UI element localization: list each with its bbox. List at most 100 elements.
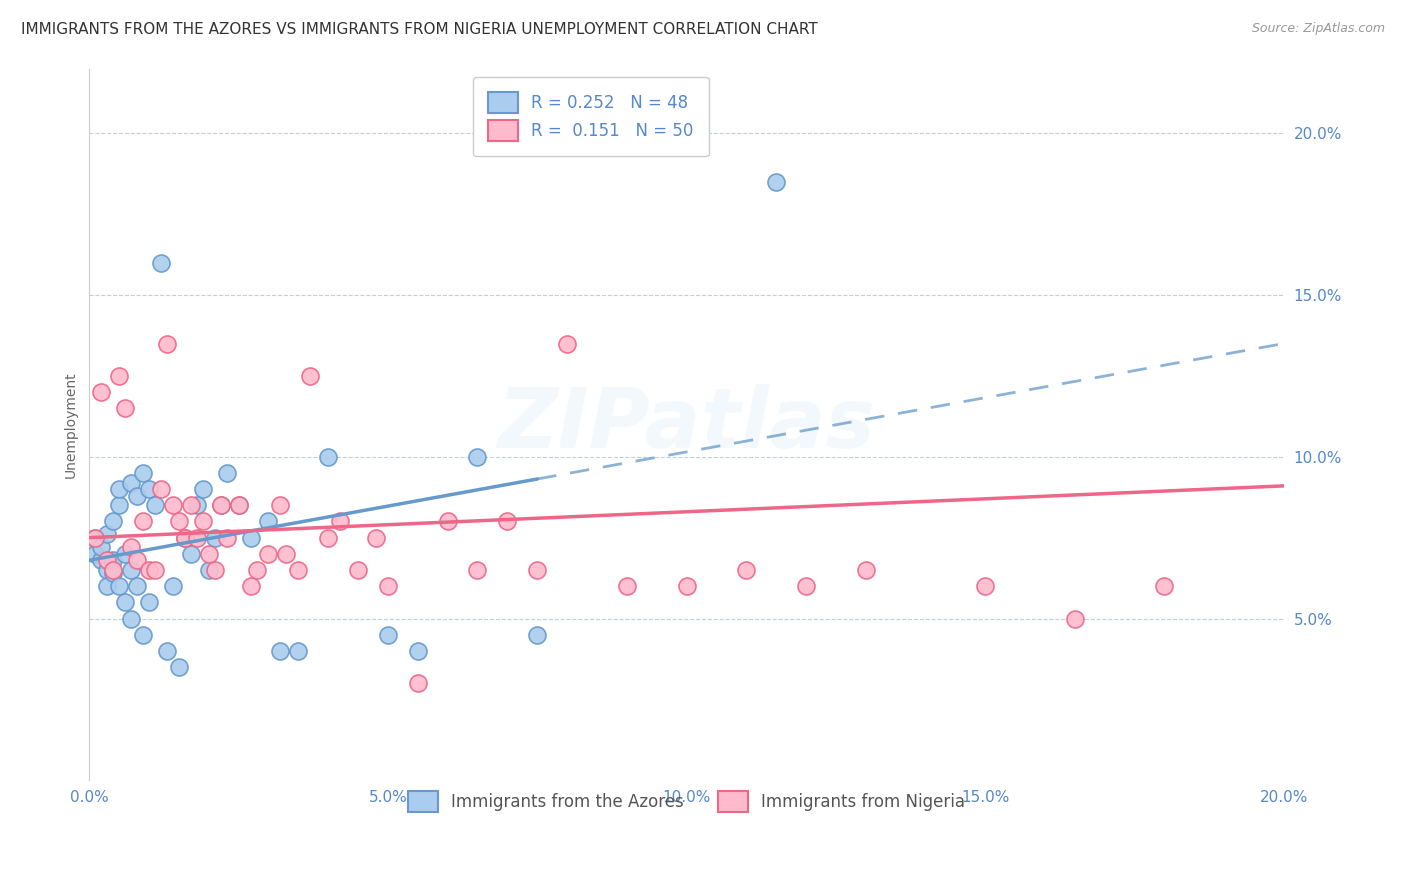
- Point: [239, 531, 262, 545]
- Point: [191, 482, 214, 496]
- Point: [228, 498, 250, 512]
- Point: [96, 563, 118, 577]
- Point: [96, 553, 118, 567]
- Point: [120, 611, 142, 625]
- Point: [287, 563, 309, 577]
- Point: [735, 563, 758, 577]
- Text: Source: ZipAtlas.com: Source: ZipAtlas.com: [1251, 22, 1385, 36]
- Point: [127, 579, 149, 593]
- Point: [186, 498, 208, 512]
- Point: [173, 531, 195, 545]
- Point: [299, 368, 322, 383]
- Point: [167, 515, 190, 529]
- Point: [364, 531, 387, 545]
- Point: [162, 498, 184, 512]
- Point: [96, 579, 118, 593]
- Point: [377, 628, 399, 642]
- Point: [120, 563, 142, 577]
- Point: [114, 401, 136, 416]
- Point: [114, 547, 136, 561]
- Point: [149, 482, 172, 496]
- Point: [287, 644, 309, 658]
- Point: [215, 531, 238, 545]
- Point: [257, 547, 280, 561]
- Point: [794, 579, 817, 593]
- Point: [103, 566, 125, 581]
- Point: [257, 515, 280, 529]
- Point: [173, 531, 195, 545]
- Point: [329, 515, 352, 529]
- Point: [120, 541, 142, 555]
- Text: IMMIGRANTS FROM THE AZORES VS IMMIGRANTS FROM NIGERIA UNEMPLOYMENT CORRELATION C: IMMIGRANTS FROM THE AZORES VS IMMIGRANTS…: [21, 22, 818, 37]
- Point: [555, 336, 578, 351]
- Point: [167, 660, 190, 674]
- Point: [347, 563, 370, 577]
- Point: [1153, 579, 1175, 593]
- Point: [186, 531, 208, 545]
- Point: [197, 547, 219, 561]
- Point: [103, 563, 125, 577]
- Point: [269, 498, 291, 512]
- Point: [406, 676, 429, 690]
- Point: [156, 644, 179, 658]
- Point: [90, 385, 112, 400]
- Point: [114, 595, 136, 609]
- Point: [974, 579, 997, 593]
- Point: [138, 563, 160, 577]
- Point: [245, 563, 267, 577]
- Point: [316, 531, 339, 545]
- Point: [156, 336, 179, 351]
- Point: [90, 541, 112, 555]
- Point: [675, 579, 697, 593]
- Point: [84, 531, 107, 545]
- Point: [108, 368, 131, 383]
- Point: [467, 450, 489, 464]
- Point: [84, 531, 107, 545]
- Legend: Immigrants from the Azores, Immigrants from Nigeria: Immigrants from the Azores, Immigrants f…: [395, 777, 979, 825]
- Point: [239, 579, 262, 593]
- Point: [204, 531, 226, 545]
- Point: [276, 547, 298, 561]
- Point: [406, 644, 429, 658]
- Point: [269, 644, 291, 658]
- Point: [180, 498, 202, 512]
- Point: [526, 628, 548, 642]
- Point: [108, 482, 131, 496]
- Point: [204, 563, 226, 577]
- Point: [496, 515, 519, 529]
- Point: [616, 579, 638, 593]
- Point: [138, 595, 160, 609]
- Point: [215, 466, 238, 480]
- Point: [143, 563, 166, 577]
- Point: [120, 475, 142, 490]
- Point: [191, 515, 214, 529]
- Point: [132, 515, 155, 529]
- Point: [855, 563, 877, 577]
- Point: [108, 579, 131, 593]
- Point: [84, 547, 107, 561]
- Point: [209, 498, 232, 512]
- Point: [765, 175, 787, 189]
- Point: [127, 489, 149, 503]
- Point: [149, 255, 172, 269]
- Point: [209, 498, 232, 512]
- Point: [103, 553, 125, 567]
- Point: [132, 466, 155, 480]
- Point: [108, 498, 131, 512]
- Point: [127, 553, 149, 567]
- Point: [377, 579, 399, 593]
- Point: [180, 547, 202, 561]
- Text: ZIPatlas: ZIPatlas: [498, 384, 876, 465]
- Point: [96, 527, 118, 541]
- Point: [138, 482, 160, 496]
- Point: [526, 563, 548, 577]
- Y-axis label: Unemployment: Unemployment: [65, 371, 79, 478]
- Point: [316, 450, 339, 464]
- Point: [467, 563, 489, 577]
- Point: [143, 498, 166, 512]
- Point: [228, 498, 250, 512]
- Point: [162, 579, 184, 593]
- Point: [1063, 611, 1085, 625]
- Point: [436, 515, 458, 529]
- Point: [197, 563, 219, 577]
